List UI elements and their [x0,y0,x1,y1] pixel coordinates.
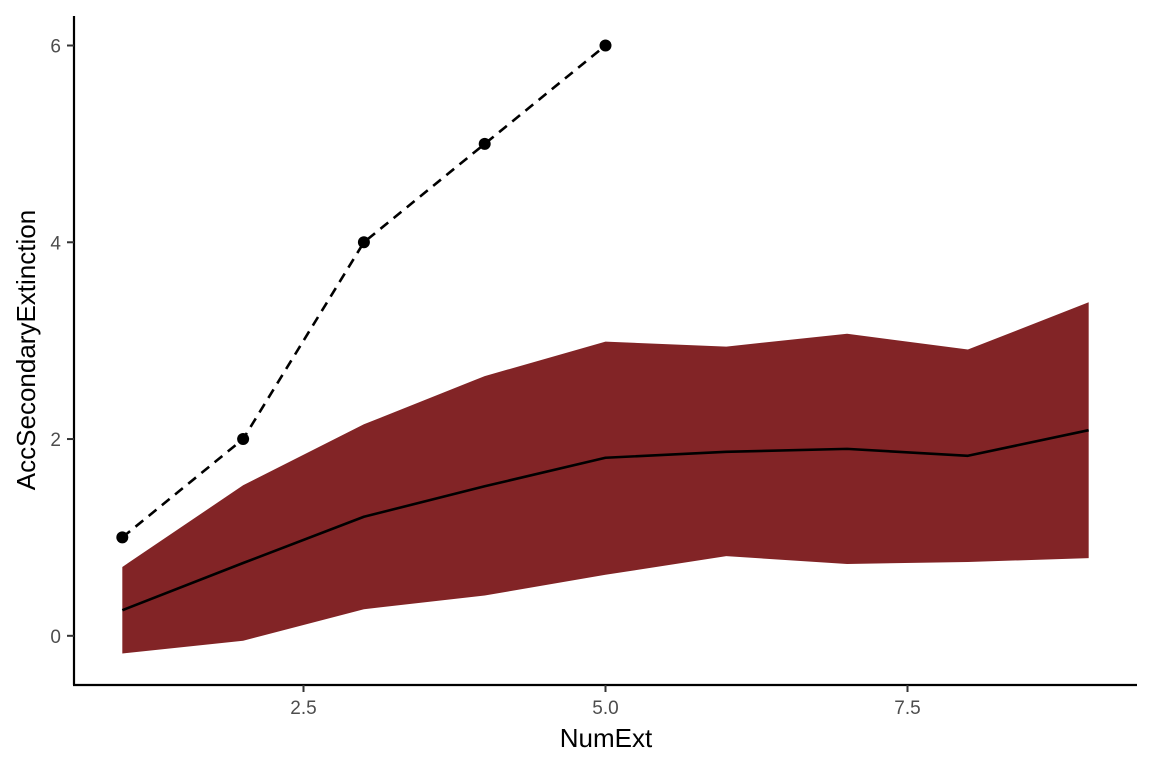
data-point [116,531,129,544]
data-point [237,433,250,446]
y-tick-label: 4 [50,233,61,254]
y-tick-label: 2 [50,430,61,451]
dashed-series-line [121,44,607,539]
plot-area [116,39,1089,654]
tick-layer: 0 2 4 6 2.5 5.0 7.5 [50,37,920,719]
y-tick-label: 6 [50,37,61,58]
y-tick-label: 0 [50,627,61,648]
x-tick-label: 5.0 [592,698,618,719]
data-point [599,39,612,52]
data-point [357,236,370,249]
x-tick-label: 2.5 [290,698,316,719]
mean-series-line [121,428,1089,612]
confidence-ribbon [122,302,1089,654]
x-axis-title: NumExt [560,723,653,753]
y-axis-title: AccSecondaryExtinction [11,210,41,490]
x-tick-label: 7.5 [894,698,920,719]
data-point [478,137,491,150]
